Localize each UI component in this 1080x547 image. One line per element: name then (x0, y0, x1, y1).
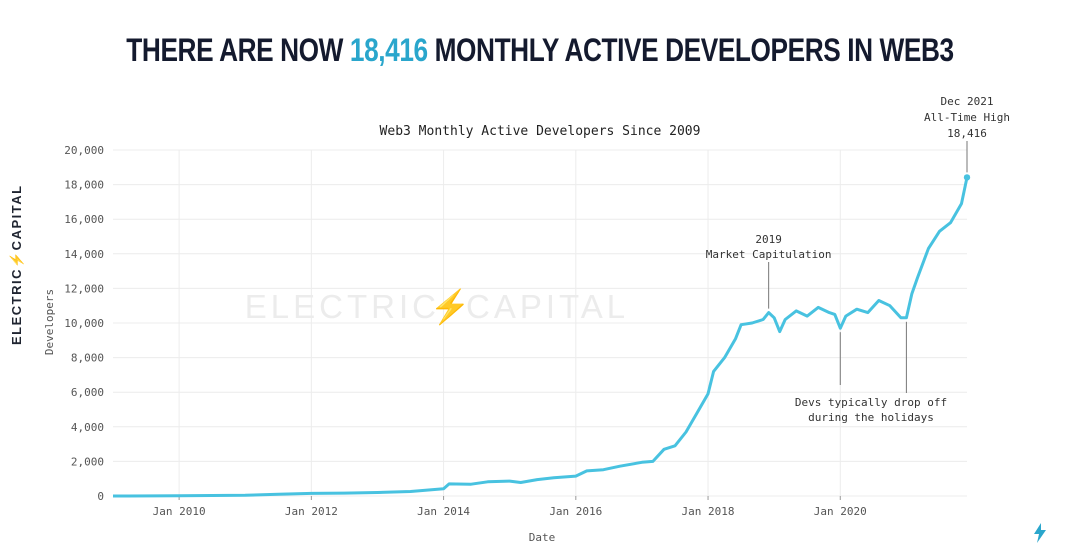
y-tick-label: 14,000 (64, 248, 104, 261)
annotation-label: All-Time High (924, 111, 1010, 124)
y-tick-label: 16,000 (64, 213, 104, 226)
y-tick-label: 12,000 (64, 282, 104, 295)
y-tick-label: 4,000 (71, 421, 104, 434)
watermark-right: CAPITAL (466, 288, 629, 325)
headline-highlight: 18,416 (349, 32, 428, 68)
x-axis-label: Date (529, 531, 556, 544)
annotation-leaders (768, 141, 968, 393)
y-axis-ticks: 0 2,000 4,000 6,000 8,000 10,000 12,000 14,000 1… (64, 144, 104, 503)
y-tick-label: 10,000 (64, 317, 104, 330)
brand-bolt-icon (1034, 523, 1046, 543)
watermark-bolt-icon: ⚡ (429, 288, 474, 327)
x-tick-label: Jan 2020 (814, 505, 867, 518)
series-line (112, 177, 969, 498)
x-tick-label: Jan 2018 (682, 505, 735, 518)
y-tick-label: 18,000 (64, 179, 104, 192)
headline-prefix: THERE ARE NOW (126, 32, 344, 68)
watermark: ELECTRIC ⚡ CAPITAL (245, 288, 629, 327)
all-time-high-point (963, 174, 971, 181)
annotation-label: 18,416 (947, 127, 987, 140)
y-tick-label: 0 (97, 490, 104, 503)
headline: THERE ARE NOW 18,416 MONTHLY ACTIVE DEVE… (97, 32, 983, 69)
x-tick-label: Jan 2016 (549, 505, 602, 518)
headline-suffix: MONTHLY ACTIVE DEVELOPERS IN WEB3 (434, 32, 955, 68)
x-tick-label: Jan 2012 (285, 505, 338, 518)
x-axis-ticks: Jan 2010 Jan 2012 Jan 2014 Jan 2016 Jan 2018… (153, 496, 867, 518)
y-axis-label: Developers (43, 289, 56, 355)
y-tick-label: 6,000 (71, 386, 104, 399)
chart-grid (113, 149, 967, 497)
annotation-labels: 2019 Market Capitulation Devs typically dr… (706, 95, 1010, 424)
annotation-label: Dec 2021 (941, 95, 994, 108)
watermark-left: ELECTRIC (245, 288, 440, 325)
y-tick-label: 20,000 (64, 144, 104, 157)
x-tick-label: Jan 2014 (417, 505, 470, 518)
y-tick-label: 8,000 (71, 352, 104, 365)
annotation-label: Market Capitulation (706, 248, 832, 261)
annotation-label: during the holidays (808, 411, 934, 424)
x-tick-label: Jan 2010 (153, 505, 206, 518)
annotation-label: 2019 (755, 233, 782, 246)
y-tick-label: 2,000 (71, 455, 104, 468)
chart-title: Web3 Monthly Active Developers Since 200… (380, 124, 701, 139)
annotation-label: Devs typically drop off (795, 396, 947, 409)
